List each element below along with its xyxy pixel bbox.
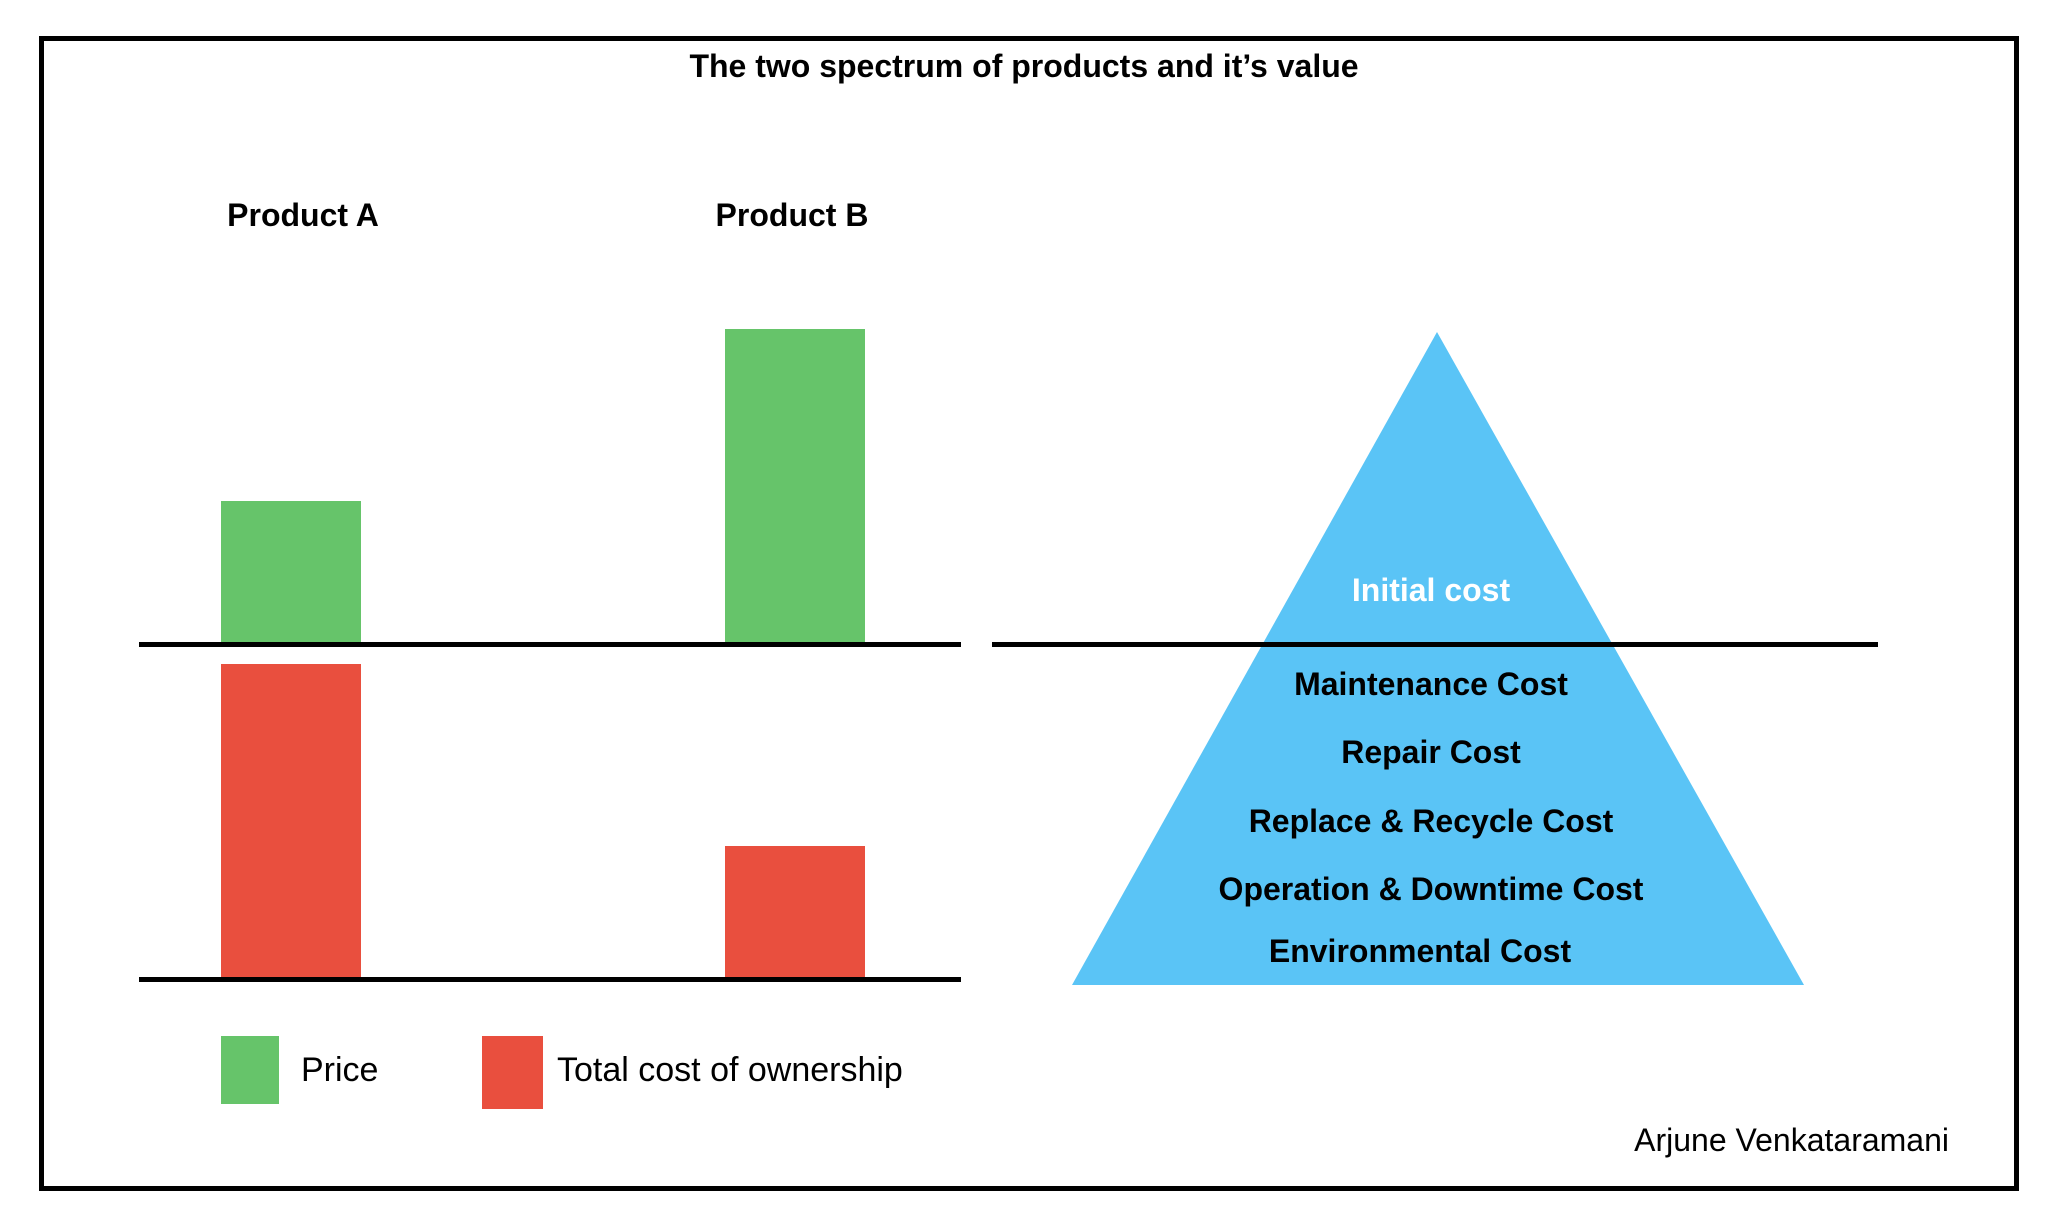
bar-product-b-tco [725,845,865,977]
diagram-frame [39,36,2019,1191]
bar-product-b-price [725,328,865,642]
legend-price-swatch [221,1036,279,1104]
tco-baseline [139,977,961,982]
legend-tco-swatch [482,1036,543,1109]
product-a-label: Product A [227,197,379,233]
price-baseline [139,642,961,647]
pyramid-triangle [1072,332,1804,985]
pyramid-repair-label: Repair Cost [1341,734,1521,770]
pyramid-operation-downtime-label: Operation & Downtime Cost [1218,871,1644,907]
pyramid-replace-recycle-label: Replace & Recycle Cost [1248,803,1614,839]
legend-tco-label: Total cost of ownership [557,1051,903,1089]
bar-product-a-tco [221,663,361,977]
pyramid-initial-cost-label: Initial cost [1351,572,1511,608]
bar-product-a-price [221,500,361,642]
author-credit: Arjune Venkataramani [1634,1122,1949,1158]
pyramid-maintenance-label: Maintenance Cost [1294,666,1568,702]
pyramid-environmental-label: Environmental Cost [1268,933,1572,969]
legend-price-label: Price [301,1051,379,1089]
pyramid-divider-line [992,642,1878,647]
product-b-label: Product B [715,197,869,233]
diagram-title: The two spectrum of products and it’s va… [689,48,1359,84]
